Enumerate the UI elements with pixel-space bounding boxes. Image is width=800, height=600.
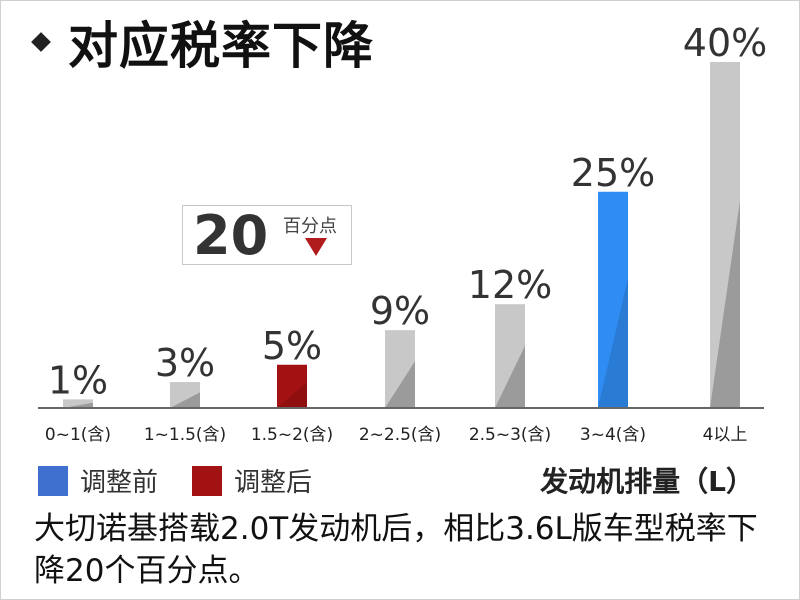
- legend-swatch-after: [192, 465, 223, 496]
- value-label-5: 25%: [571, 151, 655, 195]
- category-label-1: 1~1.5(含): [144, 425, 226, 445]
- category-label-6: 4以上: [703, 425, 748, 445]
- category-label-4: 2.5~3(含): [469, 425, 551, 445]
- value-label-1: 3%: [155, 341, 215, 385]
- reduction-callout: 20 百分点: [182, 205, 352, 265]
- value-label-2: 5%: [262, 324, 322, 368]
- reduction-unit: 百分点: [283, 216, 337, 237]
- chart-title: 对应税率下降: [68, 17, 374, 75]
- legend-swatch-before: [38, 465, 68, 496]
- caption-text: 大切诺基搭载2.0T发动机后，相比3.6L版车型税率下降20个百分点。: [34, 511, 758, 589]
- legend: 调整前 调整后: [38, 462, 346, 499]
- bar-shade-1: [170, 392, 200, 408]
- value-label-4: 12%: [468, 263, 552, 307]
- legend-label-after: 调整后: [234, 468, 313, 498]
- value-label-0: 1%: [48, 358, 108, 402]
- legend-label-before: 调整前: [80, 468, 159, 498]
- category-label-5: 3~4(含): [580, 425, 646, 445]
- bar-shade-2: [277, 382, 307, 408]
- bar-0: [63, 399, 93, 408]
- title-block: 对应税率下降: [31, 12, 374, 75]
- bar-5: [598, 191, 628, 408]
- legend-item-before: 调整前: [38, 462, 158, 499]
- bar-2: [277, 364, 307, 408]
- bar-shade-4: [495, 345, 525, 408]
- bar-shade-0: [63, 402, 93, 408]
- category-label-3: 2~2.5(含): [359, 425, 441, 445]
- reduction-value: 20: [193, 204, 269, 267]
- bars-layer: 1% 0~1(含) 3% 1~1.5(含) 5% 1.5~2(含) 9% 2~2.5(含) 12…: [45, 21, 767, 445]
- down-arrow-icon: [305, 238, 327, 256]
- legend-item-after: 调整后: [192, 462, 312, 499]
- x-axis-title: 发动机排量（L）: [540, 465, 754, 498]
- value-label-3: 9%: [370, 289, 430, 333]
- value-label-6: 40%: [683, 21, 767, 65]
- bar-shade-3: [385, 361, 415, 408]
- category-label-0: 0~1(含): [45, 425, 111, 445]
- bar-shade-6: [710, 200, 740, 408]
- bar-chart: 1% 0~1(含) 3% 1~1.5(含) 5% 1.5~2(含) 9% 2~2.5(含) 12…: [38, 21, 767, 445]
- bar-shade-5: [598, 278, 628, 408]
- category-label-2: 1.5~2(含): [251, 425, 333, 445]
